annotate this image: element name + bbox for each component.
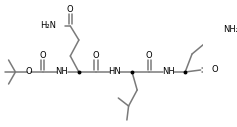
Text: O: O: [212, 66, 219, 75]
Text: O: O: [93, 51, 99, 60]
Text: NH: NH: [55, 67, 68, 76]
Text: NH₂: NH₂: [223, 26, 237, 35]
Text: O: O: [40, 51, 46, 60]
Text: O: O: [67, 4, 74, 13]
Text: HN: HN: [109, 67, 121, 76]
Text: NH: NH: [162, 67, 174, 76]
Text: O: O: [26, 67, 32, 76]
Text: H₂N: H₂N: [41, 21, 57, 30]
Text: O: O: [146, 51, 152, 60]
